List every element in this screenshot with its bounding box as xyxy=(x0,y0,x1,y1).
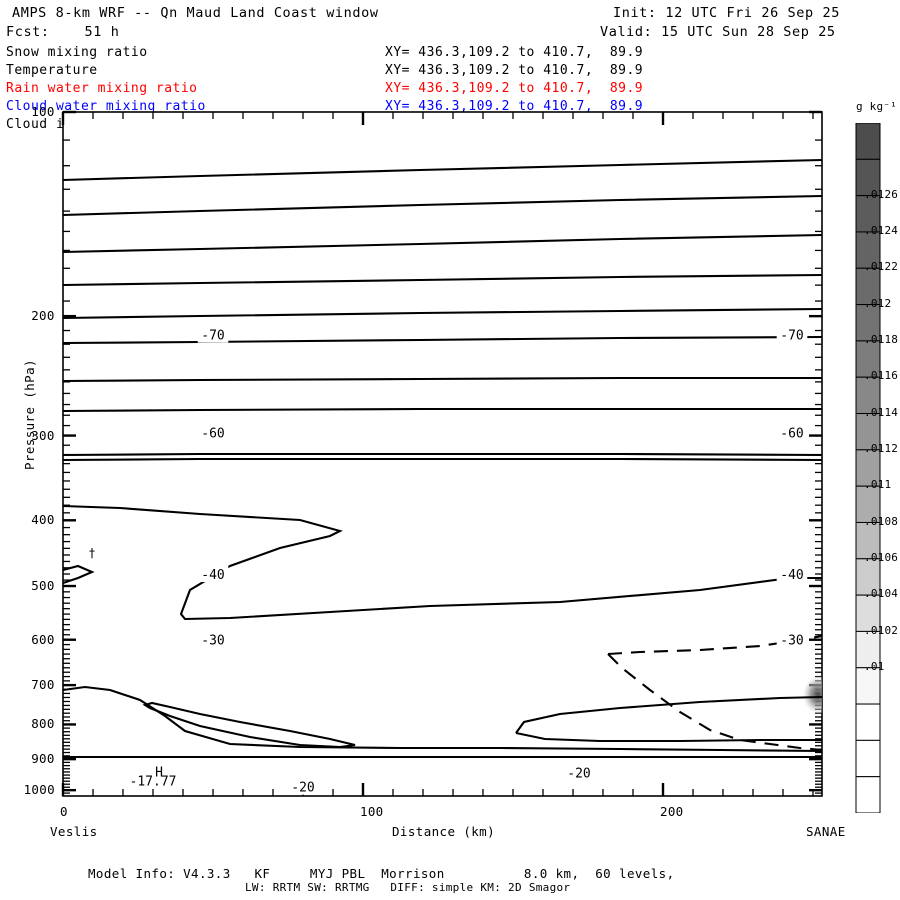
contour-label: -30 xyxy=(201,634,224,649)
colorbar-tick-label: .0118 xyxy=(864,333,899,347)
y-axis-ticks xyxy=(63,110,822,794)
valid-time: Valid: 15 UTC Sun 28 Sep 25 xyxy=(600,24,836,40)
colorbar-tick-label: .012 xyxy=(864,296,892,310)
legend-item-snow: Snow mixing ratio xyxy=(6,45,148,60)
colorbar-tick-label: .0122 xyxy=(864,260,899,274)
contour-label: -70 xyxy=(201,329,224,344)
colorbar-tick-label: .0116 xyxy=(864,369,899,383)
x-axis-label: Distance (km) xyxy=(392,824,496,839)
legend-xy-snow: XY= 436.3,109.2 to 410.7, 89.9 xyxy=(385,45,644,60)
colorbar-swatches xyxy=(855,122,881,814)
contour-label: -60 xyxy=(201,427,224,442)
legend-xy-temperature: XY= 436.3,109.2 to 410.7, 89.9 xyxy=(385,63,644,78)
y-tick-label: 1000 xyxy=(23,782,55,798)
init-time: Init: 12 UTC Fri 26 Sep 25 xyxy=(613,5,840,21)
y-tick-label: 200 xyxy=(31,308,55,324)
contour-label: -40 xyxy=(201,568,224,583)
legend-xy-rain-water: XY= 436.3,109.2 to 410.7, 89.9 xyxy=(385,81,644,96)
y-tick-label: 700 xyxy=(31,677,55,693)
contour-label: -40 xyxy=(780,568,803,583)
high-marker: H xyxy=(155,766,163,781)
x-axis-ticks xyxy=(61,112,814,796)
contour-labels: -70 -60 -40 -30 -70 -60 -40 -30 -20 -20 H-17.77 † xyxy=(88,325,808,796)
y-axis-label: Pressure (hPa) xyxy=(22,359,37,470)
legend-item-cloud-water: Cloud water mixing ratio xyxy=(6,99,206,114)
y-tick-label: 800 xyxy=(31,716,55,732)
model-info-line2: LW: RRTM SW: RRTMG DIFF: simple KM: 2D S… xyxy=(245,881,571,894)
forecast-hour: Fcst: 51 h xyxy=(6,24,120,40)
contour-label: -30 xyxy=(780,634,803,649)
y-tick-label: 300 xyxy=(31,427,55,443)
right-endpoint-label: SANAE xyxy=(806,824,846,839)
y-tick-label: 100 xyxy=(31,104,55,119)
contour-label: -60 xyxy=(780,427,803,442)
left-endpoint-label: Veslis xyxy=(50,824,98,839)
model-info-line1: Model Info: V4.3.3 KF MYJ PBL Morrison 8… xyxy=(88,866,675,881)
minor-marker: † xyxy=(88,546,95,560)
page-title: AMPS 8-km WRF -- Qn Maud Land Coast wind… xyxy=(12,5,379,21)
colorbar-tick-label: .0104 xyxy=(864,587,899,601)
colorbar-tick-label: .0126 xyxy=(864,187,899,201)
colorbar-tick-label: .011 xyxy=(864,478,892,492)
contour-label: -20 xyxy=(567,766,590,781)
snow-mixing-ratio-contours xyxy=(63,504,822,759)
contour-label: -70 xyxy=(780,329,803,344)
high-value: -17.77 xyxy=(130,775,177,790)
colorbar-tick-label: .0112 xyxy=(864,442,899,455)
cloud-water-shading xyxy=(802,675,822,715)
colorbar-units: g kg⁻¹ xyxy=(856,100,897,113)
colorbar-tick-label: .0106 xyxy=(864,550,899,564)
contour-layer xyxy=(63,158,822,759)
x-tick-label: 200 xyxy=(660,804,684,819)
y-tick-label: 600 xyxy=(31,631,55,647)
colorbar-tick-label: .0114 xyxy=(864,405,899,419)
colorbar xyxy=(836,104,881,817)
colorbar-tick-label: .0124 xyxy=(864,224,899,238)
x-tick-label: 0 xyxy=(60,804,68,819)
contour-label: -20 xyxy=(291,781,314,796)
y-tick-label: 900 xyxy=(31,751,55,767)
colorbar-tick-label: .0108 xyxy=(864,514,899,528)
y-tick-label: 500 xyxy=(31,578,55,594)
legend-item-temperature: Temperature xyxy=(6,63,98,78)
colorbar-tick-label: .0102 xyxy=(864,623,899,637)
x-tick-label: 100 xyxy=(360,804,384,819)
colorbar-tick-label: .01 xyxy=(864,659,885,673)
temperature-contours xyxy=(63,158,822,462)
legend-xy-cloud-water: XY= 436.3,109.2 to 410.7, 89.9 xyxy=(385,99,644,114)
y-tick-label: 400 xyxy=(31,512,55,528)
legend-item-rain-water: Rain water mixing ratio xyxy=(6,81,198,96)
